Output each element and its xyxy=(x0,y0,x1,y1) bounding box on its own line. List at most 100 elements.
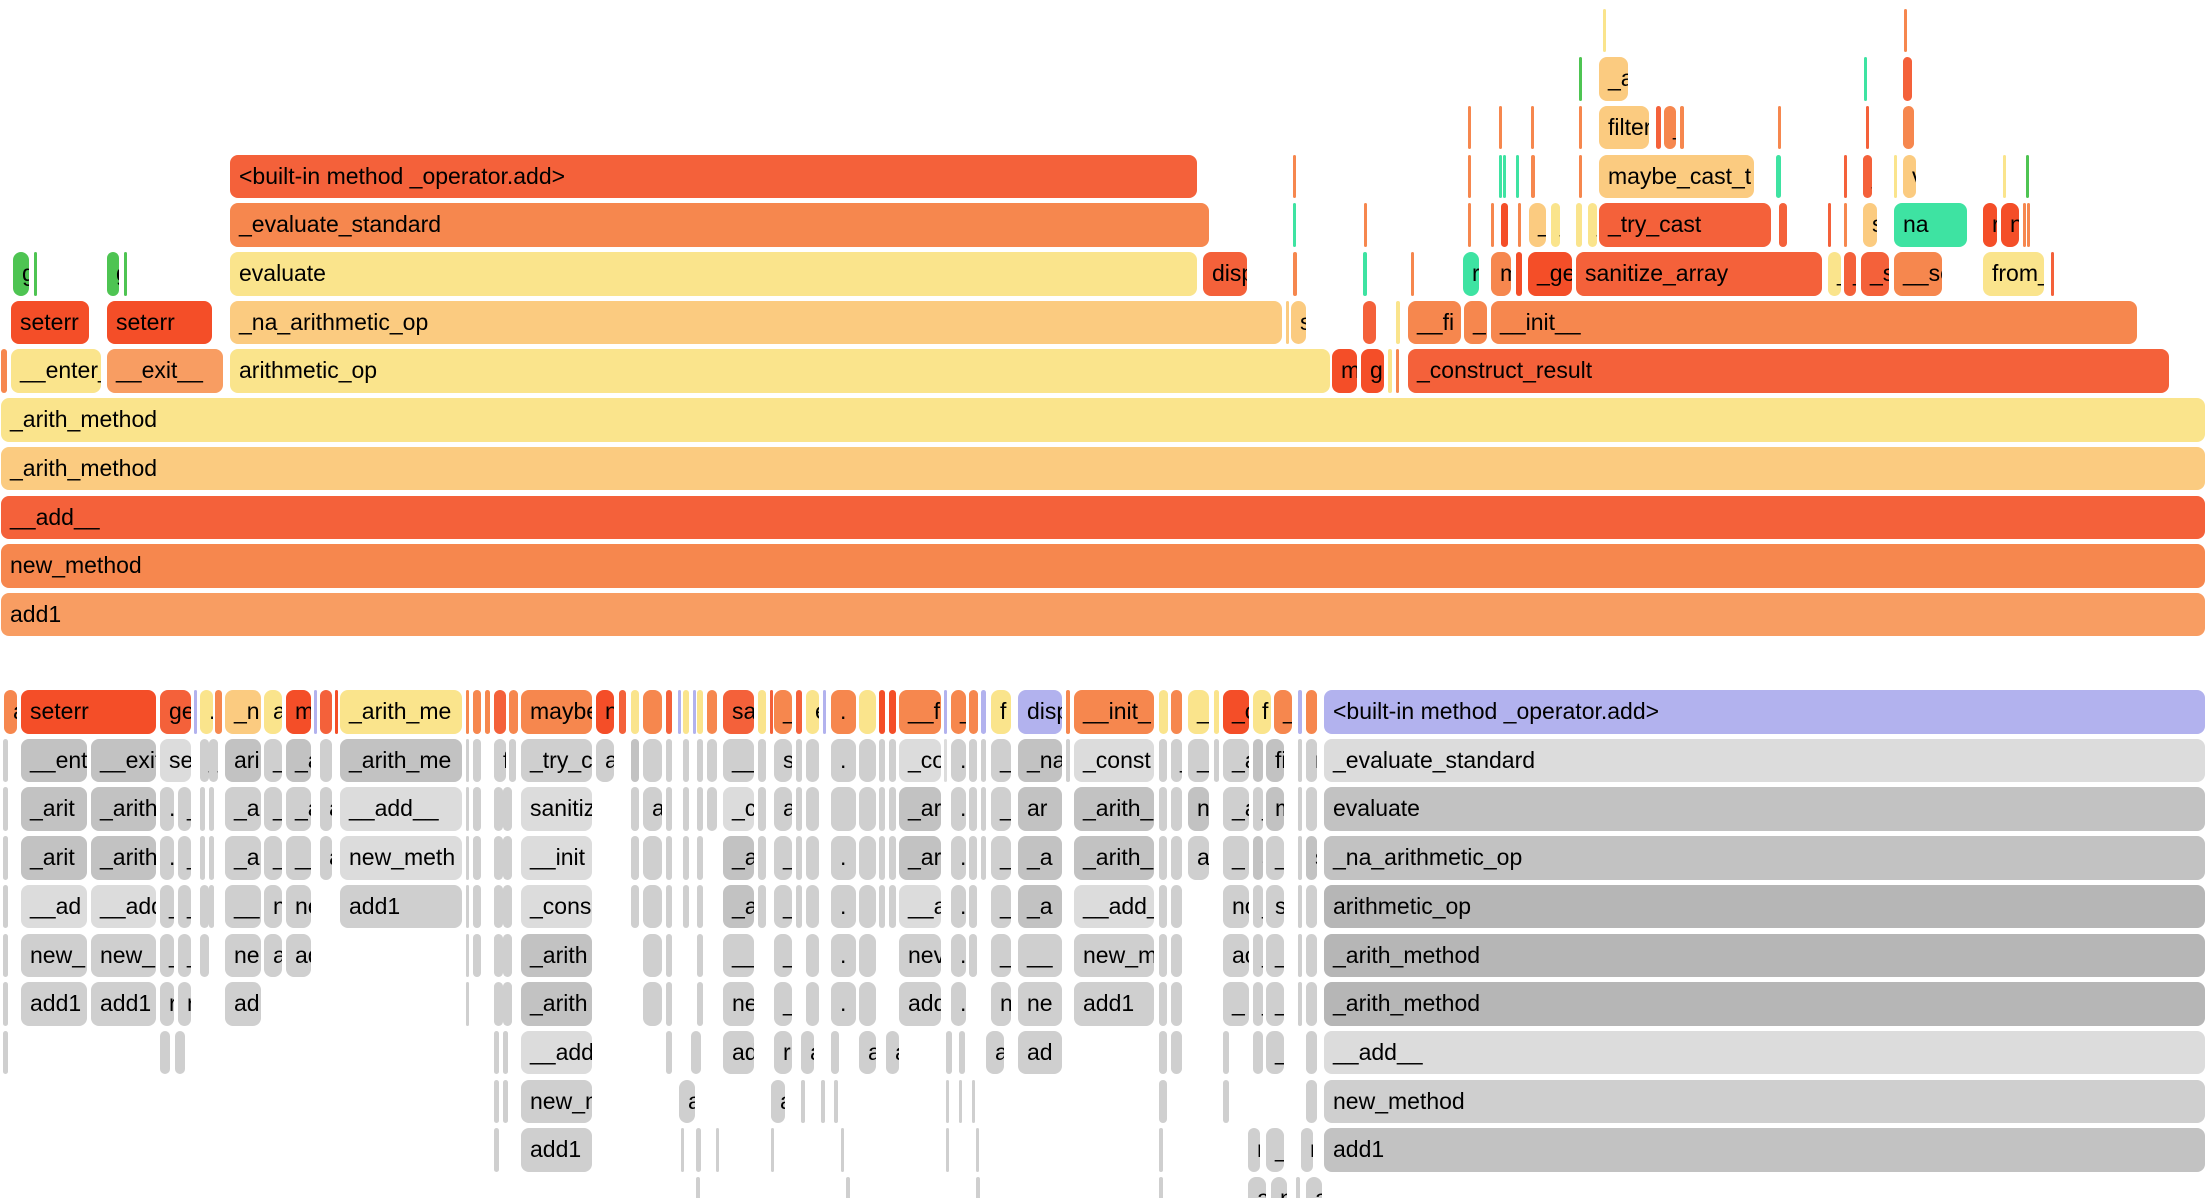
flame-frame-sliver[interactable] xyxy=(1503,154,1506,199)
flame-frame-sliver[interactable] xyxy=(1159,738,1167,783)
flame-frame-sliver[interactable] xyxy=(879,836,885,880)
flame-frame[interactable]: __add xyxy=(91,884,156,929)
flame-frame-sliver[interactable] xyxy=(976,1128,979,1172)
flame-frame[interactable]: _arith_ xyxy=(1074,836,1154,880)
flame-frame-sliver[interactable] xyxy=(1894,154,1897,199)
flame-frame-sliver[interactable] xyxy=(707,690,717,734)
flame-frame-sliver[interactable] xyxy=(758,738,766,783)
flame-frame-sliver[interactable] xyxy=(801,1079,805,1124)
flame-frame-sliver[interactable] xyxy=(1159,884,1167,929)
flame-frame[interactable]: e xyxy=(806,690,819,734)
flame-frame[interactable]: _ xyxy=(1266,1030,1284,1075)
flame-frame-sliver[interactable] xyxy=(466,738,469,783)
flame-frame[interactable]: _ xyxy=(1266,933,1284,977)
flame-frame-sliver[interactable] xyxy=(696,1128,701,1172)
flame-frame[interactable]: evaluate xyxy=(1324,787,2205,831)
flame-frame[interactable]: r xyxy=(200,884,209,929)
flame-frame[interactable]: f xyxy=(991,690,1011,734)
flame-frame[interactable]: _ xyxy=(160,884,174,929)
flame-frame[interactable]: a xyxy=(771,1079,785,1124)
flame-frame-sliver[interactable] xyxy=(806,738,819,783)
flame-frame[interactable]: <built-in method _operator.add> xyxy=(230,154,1197,199)
flame-frame-sliver[interactable] xyxy=(1844,203,1847,247)
flame-frame-sliver[interactable] xyxy=(1579,105,1582,150)
flame-frame-sliver[interactable] xyxy=(1066,738,1070,783)
flame-frame[interactable]: s xyxy=(1291,300,1306,345)
flame-frame[interactable]: _ xyxy=(178,933,191,977)
flame-frame-sliver[interactable] xyxy=(972,1079,975,1124)
flame-frame[interactable]: g xyxy=(107,252,119,296)
flame-frame[interactable]: _ xyxy=(1223,982,1249,1026)
flame-frame-sliver[interactable] xyxy=(200,787,205,831)
flame-frame[interactable]: . xyxy=(503,982,512,1026)
flame-frame-sliver[interactable] xyxy=(846,1177,850,1198)
flame-frame-sliver[interactable] xyxy=(1579,154,1582,199)
flame-frame-sliver[interactable] xyxy=(697,982,703,1026)
flame-frame[interactable]: _arith_ xyxy=(91,787,156,831)
flame-frame-sliver[interactable] xyxy=(3,982,8,1026)
flame-frame[interactable]: _na xyxy=(1018,738,1062,783)
flame-frame-sliver[interactable] xyxy=(889,836,896,880)
flame-frame[interactable]: _ xyxy=(1828,252,1841,296)
flame-frame-sliver[interactable] xyxy=(1159,933,1167,977)
flame-frame-sliver[interactable] xyxy=(1531,154,1535,199)
flame-frame[interactable]: _a xyxy=(1223,738,1249,783)
flame-frame-sliver[interactable] xyxy=(200,836,205,880)
flame-frame[interactable]: _ xyxy=(991,884,1011,929)
flame-frame[interactable]: . xyxy=(160,836,174,880)
flame-frame-sliver[interactable] xyxy=(1223,1030,1229,1075)
flame-frame[interactable]: a xyxy=(264,933,282,977)
flame-frame-sliver[interactable] xyxy=(697,836,703,880)
flame-frame[interactable]: n xyxy=(1248,1128,1260,1172)
flame-frame-sliver[interactable] xyxy=(320,690,332,734)
flame-frame-sliver[interactable] xyxy=(1159,1030,1167,1075)
flame-frame[interactable]: f xyxy=(1253,690,1271,734)
flame-frame-sliver[interactable] xyxy=(697,690,703,734)
flame-frame-sliver[interactable] xyxy=(1363,252,1367,296)
flame-frame-sliver[interactable] xyxy=(1516,252,1522,296)
flame-frame-sliver[interactable] xyxy=(693,690,696,734)
flame-frame[interactable]: s xyxy=(1266,884,1284,929)
flame-frame[interactable]: ar xyxy=(1018,787,1062,831)
flame-frame[interactable]: _arith_method xyxy=(1324,933,2205,977)
flame-frame[interactable]: . xyxy=(1171,836,1182,880)
flame-frame[interactable]: _arith_me xyxy=(340,690,462,734)
flame-frame-sliver[interactable] xyxy=(466,787,469,831)
flame-frame-sliver[interactable] xyxy=(806,933,819,977)
flame-frame[interactable]: _ xyxy=(1863,154,1872,199)
flame-frame-sliver[interactable] xyxy=(466,690,469,734)
flame-frame-sliver[interactable] xyxy=(631,738,639,783)
flame-frame[interactable]: __add xyxy=(521,1030,592,1075)
flame-frame-sliver[interactable] xyxy=(969,933,977,977)
flame-frame[interactable]: new_ xyxy=(21,933,87,977)
flame-frame-sliver[interactable] xyxy=(823,690,826,734)
flame-frame-sliver[interactable] xyxy=(466,933,469,977)
flame-frame[interactable]: . xyxy=(1171,787,1182,831)
flame-frame[interactable]: _ xyxy=(1266,836,1284,880)
flame-frame[interactable]: n xyxy=(991,982,1011,1026)
flame-frame-sliver[interactable] xyxy=(696,1177,700,1198)
flame-frame[interactable]: _ xyxy=(1253,982,1263,1026)
flame-frame[interactable]: __se xyxy=(1894,252,1942,296)
flame-frame[interactable]: g xyxy=(13,252,29,296)
flame-frame[interactable]: r xyxy=(160,982,174,1026)
flame-frame-sliver[interactable] xyxy=(666,738,672,783)
flame-frame-sliver[interactable] xyxy=(1903,105,1914,150)
flame-frame-sliver[interactable] xyxy=(683,738,689,783)
flame-frame-sliver[interactable] xyxy=(889,738,896,783)
flame-frame-sliver[interactable] xyxy=(466,884,469,929)
flame-frame[interactable]: _c xyxy=(723,787,754,831)
flame-frame-sliver[interactable] xyxy=(707,787,717,831)
flame-frame[interactable]: n xyxy=(1271,1177,1287,1198)
flame-frame-sliver[interactable] xyxy=(681,1128,684,1172)
flame-frame[interactable]: __enter__ xyxy=(21,738,87,783)
flame-frame[interactable]: add1 xyxy=(1074,982,1154,1026)
flame-frame[interactable]: _ xyxy=(160,933,174,977)
flame-frame[interactable]: __enter__ xyxy=(11,349,101,393)
flame-frame[interactable]: n xyxy=(596,690,614,734)
flame-frame[interactable]: __exit__ xyxy=(91,738,156,783)
flame-frame[interactable]: _try_cast xyxy=(1599,203,1771,247)
flame-frame[interactable]: new_method xyxy=(1324,1079,2205,1124)
flame-frame[interactable]: . xyxy=(494,933,503,977)
flame-frame[interactable]: _arith_ xyxy=(91,836,156,880)
